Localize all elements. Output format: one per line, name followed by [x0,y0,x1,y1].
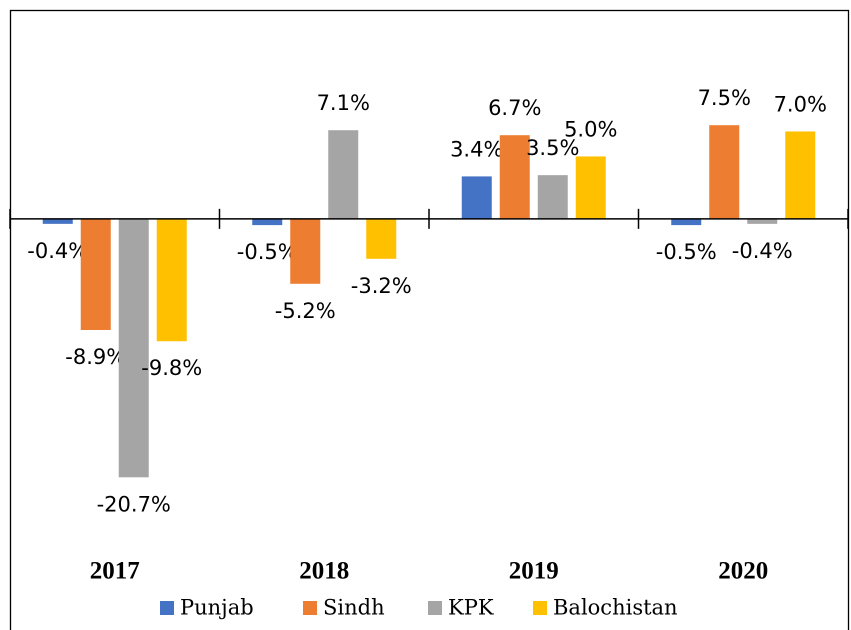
data-label: 5.0% [564,117,617,141]
bar [671,218,702,226]
data-label: 7.5% [698,86,751,110]
x-tick-label: 2017 [90,558,140,585]
bar [747,218,778,224]
bar [499,135,530,219]
legend-label: KPK [448,596,494,620]
data-label: 7.1% [317,91,370,115]
data-label: -0.4% [27,239,88,263]
bar [328,130,359,219]
bar [461,176,492,219]
legend-swatch [160,601,174,615]
data-label: -0.5% [237,240,298,264]
bar [537,175,568,219]
data-label: -9.8% [141,356,202,380]
bar [785,131,816,219]
bar [156,218,187,342]
x-tick-label: 2018 [299,558,349,585]
bar [42,218,73,224]
bar [80,218,111,330]
bar [252,218,283,226]
data-label: -20.7% [97,492,171,516]
data-label: 7.0% [774,92,827,116]
x-tick-label: 2020 [718,558,768,585]
legend-swatch [533,601,547,615]
bar [118,218,149,478]
bar [709,125,740,219]
legend-swatch [303,601,317,615]
data-label: 3.5% [526,136,579,160]
data-label: 3.4% [450,137,503,161]
legend-swatch [428,601,442,615]
legend-label: Punjab [180,596,254,620]
data-label: 6.7% [488,96,541,120]
data-label: -5.2% [275,299,336,323]
data-label: -0.4% [732,239,793,263]
bar [575,156,606,219]
data-label: -8.9% [65,345,126,369]
bar [366,218,397,259]
legend-label: Balochistan [553,596,678,620]
data-label: -0.5% [656,240,717,264]
x-tick-label: 2019 [509,558,559,585]
chart-frame [9,9,850,630]
data-label: -3.2% [351,274,412,298]
bar [290,218,321,284]
legend-label: Sindh [323,596,385,620]
